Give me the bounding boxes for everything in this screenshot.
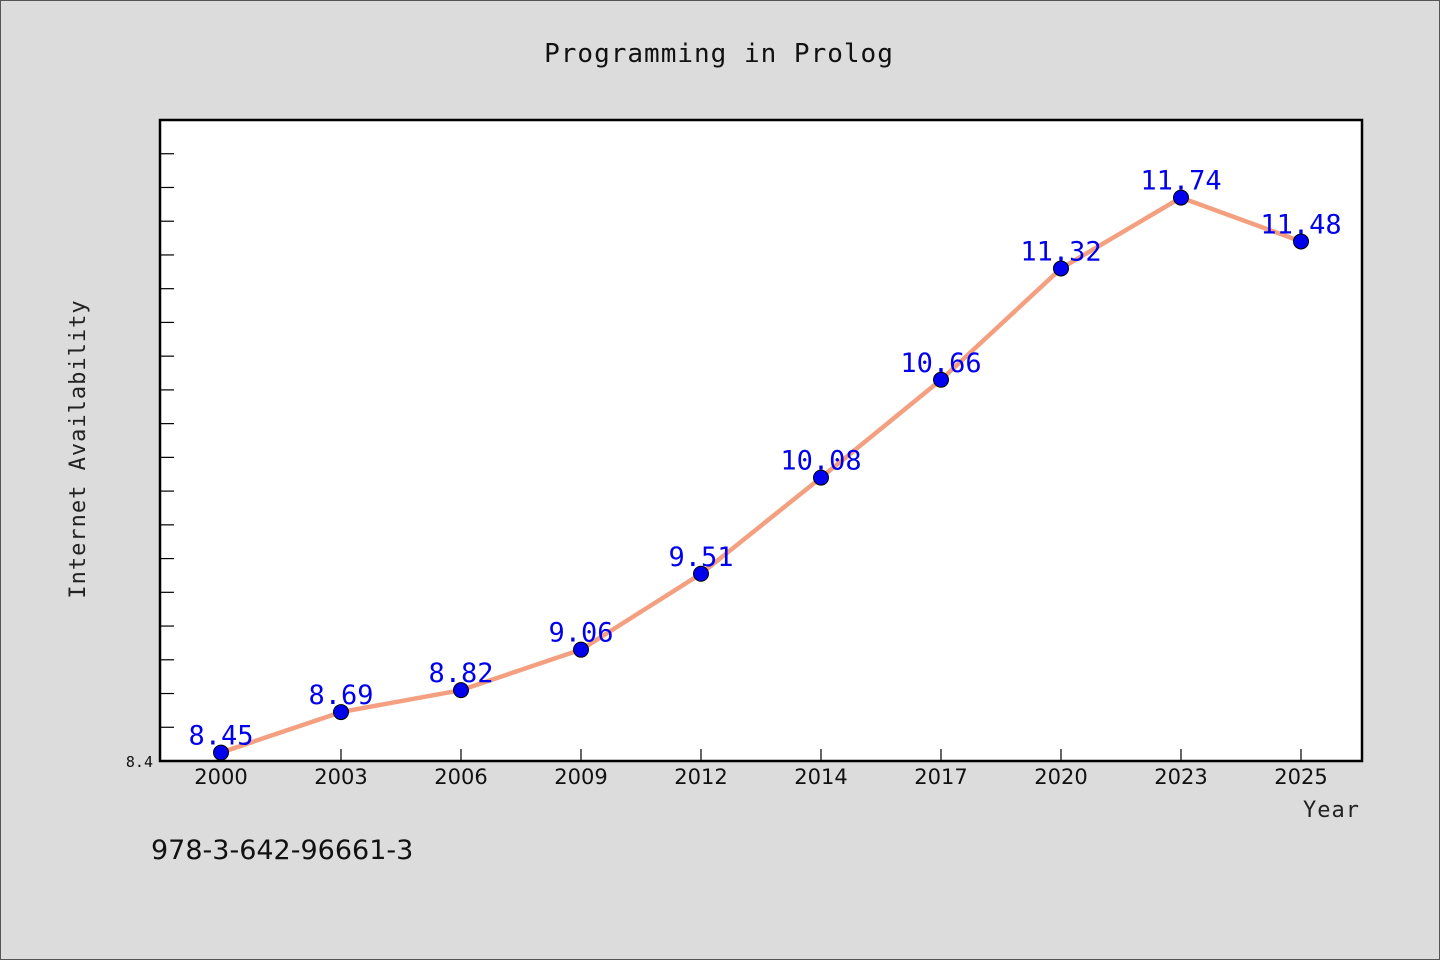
- y-axis-ticks: [160, 119, 174, 762]
- data-point: [933, 371, 949, 388]
- data-label: 8.45: [188, 721, 253, 752]
- data-point: [813, 469, 829, 486]
- data-point: [1293, 233, 1309, 250]
- x-tick-label: 2025: [1274, 765, 1327, 789]
- x-tick-label: 2020: [1034, 765, 1087, 789]
- data-point: [213, 744, 229, 761]
- series-line: [220, 195, 1302, 755]
- x-axis-tick-labels: 2000 2003 2006 2009 2012 2014 2017 2020 2023 2025: [194, 765, 1327, 789]
- x-axis-label: Year: [1303, 798, 1360, 823]
- plot-area: [158, 118, 1364, 763]
- x-tick-label: 2006: [434, 765, 487, 789]
- data-label: 9.51: [668, 542, 733, 573]
- x-tick-label: 2000: [194, 765, 247, 789]
- x-tick-label: 2003: [314, 765, 367, 789]
- data-markers: [213, 189, 1309, 761]
- chart-title: Programming in Prolog: [544, 39, 894, 69]
- data-label: 8.69: [308, 680, 373, 711]
- data-label: 9.06: [548, 618, 613, 649]
- data-point: [573, 641, 589, 658]
- x-tick-label: 2012: [674, 765, 727, 789]
- data-label: 10.08: [780, 446, 861, 477]
- isbn-text: 978-3-642-96661-3: [151, 835, 414, 866]
- data-point: [693, 565, 709, 582]
- x-tick-label: 2014: [794, 765, 847, 789]
- y-axis-label: Internet Availability: [66, 299, 91, 598]
- data-label: 8.82: [428, 658, 493, 689]
- data-label: 10.66: [900, 348, 981, 379]
- data-label: 11.32: [1020, 236, 1101, 267]
- data-point: [1173, 189, 1189, 206]
- x-tick-label: 2017: [914, 765, 967, 789]
- data-labels: 8.45 8.69 8.82 9.06 9.51 10.08 10.66 11.32 11.74…: [188, 166, 1341, 752]
- data-label: 11.48: [1260, 209, 1341, 240]
- data-label: 11.74: [1140, 166, 1221, 197]
- data-point: [1053, 260, 1069, 277]
- x-tick-label: 2009: [554, 765, 607, 789]
- x-tick-label: 2023: [1154, 765, 1207, 789]
- y-tick-label-min: 8.4: [126, 753, 153, 771]
- data-point: [453, 682, 469, 699]
- data-point: [333, 704, 349, 721]
